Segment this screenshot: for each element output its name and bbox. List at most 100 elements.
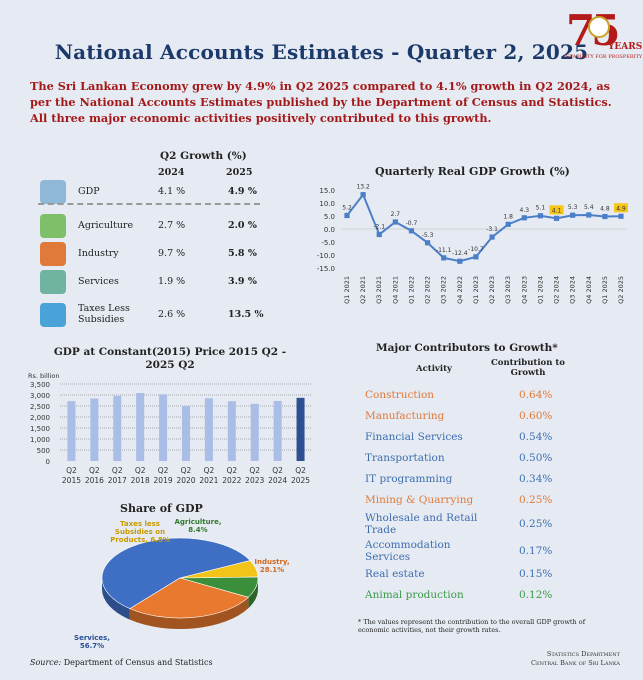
- logo-tagline: STABILITY FOR PROSPERITY: [566, 54, 643, 60]
- x-tick-label: 2017: [108, 476, 127, 485]
- data-label: -10.7: [468, 246, 484, 253]
- x-tick: Q2 2021: [359, 276, 367, 304]
- contributor-value: 0.64%: [519, 389, 553, 401]
- growth-row: Services 1.9 % 3.9 %: [38, 268, 268, 298]
- x-tick: Q3 2021: [375, 276, 383, 304]
- x-tick-label: Q2 2021: [359, 276, 367, 304]
- data-label: -5.3: [422, 232, 434, 239]
- x-tick-label: Q2: [89, 466, 100, 475]
- x-tick: Q1 2025: [601, 276, 609, 304]
- growth-point: [586, 212, 592, 218]
- quarterly-growth-chart: 15.0 10.0 5.0 0.0 -5.0 -10.0 -15.0 5.2 Q1 2021 13…: [317, 184, 628, 304]
- highlight-badge: [549, 205, 564, 215]
- cbsl-75-years-logo: 75 YEARS STABILITY FOR PROSPERITY: [564, 6, 642, 64]
- x-tick: Q4 2022: [456, 276, 464, 304]
- x-tick-label: 2024: [268, 476, 287, 485]
- x-tick: Q1 2024: [536, 276, 544, 304]
- x-tick: Q1 2021: [343, 276, 351, 304]
- x-tick-label: Q2: [272, 466, 283, 475]
- growth-point: [537, 213, 544, 219]
- x-tick-label: Q2: [158, 466, 169, 475]
- growth-row-name: GDP: [78, 186, 100, 197]
- growth-point: [489, 234, 495, 240]
- growth-row-name: Services: [78, 276, 119, 287]
- x-tick-label: Q1 2021: [343, 276, 351, 304]
- contributor-activity: Financial Services: [365, 431, 463, 443]
- growth-point: [392, 219, 398, 225]
- x-tick: Q2 2024: [553, 276, 561, 304]
- gdp-bar: [136, 393, 145, 461]
- data-label: 4.1: [552, 207, 562, 214]
- y-tick-label: -15.0: [317, 265, 335, 273]
- data-label: 2.7: [391, 211, 401, 218]
- growth-point: [602, 213, 608, 220]
- pie-label-value: 8.4%: [188, 526, 207, 534]
- pie-label-name: Taxes less: [120, 520, 160, 528]
- y-tick-label: -5.0: [321, 239, 335, 247]
- growth-point: [521, 215, 527, 221]
- page-title: National Accounts Estimates - Quarter 2,…: [54, 40, 589, 64]
- x-tick: Q3 2023: [504, 276, 512, 304]
- y-tick-label: 15.0: [319, 187, 335, 195]
- department-credit: Statistics Department Central Bank of Sr…: [500, 650, 620, 668]
- growth-row: GDP 4.1 % 4.9 %: [38, 178, 268, 208]
- x-tick-label: Q2: [112, 466, 123, 475]
- x-tick-label: Q4 2022: [456, 276, 464, 304]
- source-label: Source:: [30, 658, 62, 667]
- contributor-activity: Wholesale and Retail Trade: [365, 512, 478, 536]
- growth-point: [473, 254, 479, 260]
- x-tick-label: 2021: [199, 476, 218, 485]
- x-tick-label: 2025: [291, 476, 310, 485]
- data-label: 13.2: [356, 184, 370, 191]
- pie-slice: [129, 577, 249, 619]
- contributor-activity: Construction: [365, 389, 435, 401]
- contributor-value: 0.12%: [519, 589, 553, 601]
- source-line: Source: Department of Census and Statist…: [30, 658, 213, 667]
- department-line2: Central Bank of Sri Lanka: [531, 659, 620, 667]
- y-tick-label: 2,000: [30, 414, 50, 422]
- x-tick-label: Q3 2024: [569, 276, 577, 304]
- contributor-activity: Transportation: [365, 452, 445, 464]
- x-tick-label: Q3 2021: [375, 276, 383, 304]
- seal-icon: [588, 16, 610, 38]
- pie-slice: [101, 537, 251, 609]
- gdp-gears-icon: [40, 180, 66, 204]
- line-chart-title: Quarterly Real GDP Growth (%): [375, 165, 570, 178]
- source-text: Department of Census and Statistics: [61, 658, 213, 667]
- contributor-value: 0.17%: [519, 545, 553, 557]
- x-tick-label: Q4 2023: [520, 276, 528, 304]
- contributors-col-contribution: Contribution to Growth: [491, 358, 565, 378]
- x-tick: Q4 2023: [520, 276, 528, 304]
- pie-label-value: 56.7%: [80, 642, 104, 650]
- pie-slice-side: [248, 578, 258, 609]
- growth-point: [570, 212, 576, 218]
- gdp-bar: [67, 401, 76, 461]
- growth-2025-value: 4.9 %: [228, 186, 257, 197]
- services-icon: [40, 270, 66, 294]
- growth-col-2024: 2024: [158, 167, 185, 178]
- x-tick-label: Q2: [181, 466, 192, 475]
- pie-label: Industry,28.1%: [254, 558, 289, 574]
- growth-point: [376, 231, 382, 238]
- x-tick-label: Q2: [135, 466, 146, 475]
- growth-row-name: Agriculture: [78, 220, 134, 231]
- gdp-bar: [250, 403, 259, 461]
- x-tick-label: Q1 2025: [601, 276, 609, 304]
- x-tick-label: 2016: [85, 476, 104, 485]
- x-tick: Q4 2024: [585, 276, 593, 304]
- data-label: 5.3: [568, 204, 578, 211]
- y-tick-label: 5.0: [324, 213, 335, 221]
- factory-icon: [40, 242, 66, 266]
- x-tick-label: 2022: [222, 476, 241, 485]
- y-axis-label: Rs. billion: [28, 372, 59, 380]
- x-tick-label: Q4 2024: [585, 276, 593, 304]
- growth-2025-value: 13.5 %: [228, 309, 264, 320]
- x-tick-label: Q2 2023: [488, 276, 496, 304]
- pie-slice-side: [129, 597, 249, 629]
- x-tick: Q3 2024: [569, 276, 577, 304]
- gdp-bar: [90, 398, 99, 461]
- growth-2025-value: 5.8 %: [228, 248, 257, 259]
- growth-point: [505, 221, 511, 227]
